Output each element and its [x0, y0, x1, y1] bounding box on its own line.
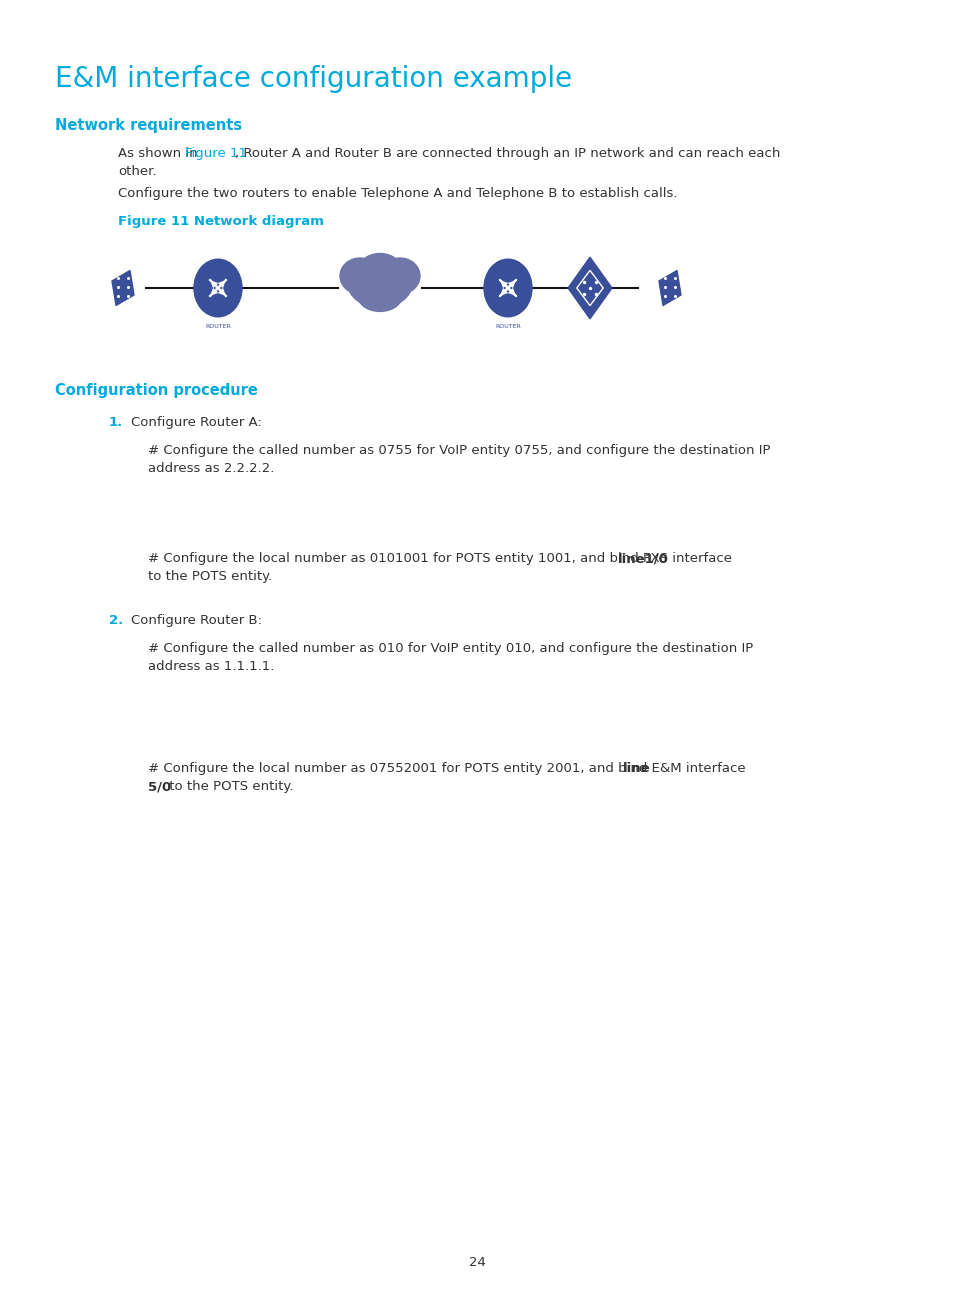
FancyArrow shape	[210, 280, 224, 294]
Ellipse shape	[339, 258, 379, 294]
Text: line1/0: line1/0	[617, 552, 667, 565]
Text: 5/0: 5/0	[148, 780, 172, 793]
Text: # Configure the local number as 0101001 for POTS entity 1001, and bind FXS inter: # Configure the local number as 0101001 …	[148, 552, 736, 565]
FancyArrow shape	[499, 283, 514, 295]
Text: Configure the two routers to enable Telephone A and Telephone B to establish cal: Configure the two routers to enable Tele…	[118, 187, 677, 200]
Ellipse shape	[193, 259, 242, 316]
Text: line: line	[622, 762, 650, 775]
FancyArrow shape	[499, 280, 514, 294]
Text: Figure 11 Network diagram: Figure 11 Network diagram	[118, 215, 323, 228]
Text: address as 1.1.1.1.: address as 1.1.1.1.	[148, 660, 274, 673]
Text: Configure Router B:: Configure Router B:	[131, 614, 262, 627]
FancyArrow shape	[212, 283, 226, 295]
Ellipse shape	[357, 281, 401, 311]
Text: address as 2.2.2.2.: address as 2.2.2.2.	[148, 461, 274, 476]
Text: # Configure the local number as 07552001 for POTS entity 2001, and bind E&M inte: # Configure the local number as 07552001…	[148, 762, 749, 775]
Text: 2.: 2.	[109, 614, 123, 627]
Ellipse shape	[347, 258, 412, 307]
Text: ROUTER: ROUTER	[495, 324, 520, 329]
FancyArrow shape	[501, 280, 516, 294]
Polygon shape	[659, 271, 680, 306]
Text: Network requirements: Network requirements	[55, 118, 242, 133]
FancyArrow shape	[212, 280, 226, 294]
Text: 24: 24	[468, 1256, 485, 1269]
Text: E&M interface configuration example: E&M interface configuration example	[55, 65, 572, 93]
FancyArrow shape	[210, 283, 224, 295]
Text: to the POTS entity.: to the POTS entity.	[165, 780, 294, 793]
Ellipse shape	[355, 254, 405, 298]
Text: 1.: 1.	[109, 416, 123, 429]
Text: As shown in: As shown in	[118, 146, 202, 159]
Text: , Router A and Router B are connected through an IP network and can reach each: , Router A and Router B are connected th…	[234, 146, 780, 159]
Text: to the POTS entity.: to the POTS entity.	[148, 570, 272, 583]
Text: Configure Router A:: Configure Router A:	[131, 416, 261, 429]
Text: ROUTER: ROUTER	[205, 324, 231, 329]
Polygon shape	[112, 271, 133, 306]
Text: Figure 11: Figure 11	[185, 146, 246, 159]
Polygon shape	[567, 257, 612, 319]
Text: # Configure the called number as 010 for VoIP entity 010, and configure the dest: # Configure the called number as 010 for…	[148, 642, 753, 654]
FancyArrow shape	[501, 283, 516, 295]
Text: Configuration procedure: Configuration procedure	[55, 384, 257, 398]
Ellipse shape	[483, 259, 532, 316]
Ellipse shape	[379, 258, 419, 294]
Text: # Configure the called number as 0755 for VoIP entity 0755, and configure the de: # Configure the called number as 0755 fo…	[148, 445, 770, 457]
Text: other.: other.	[118, 165, 156, 178]
